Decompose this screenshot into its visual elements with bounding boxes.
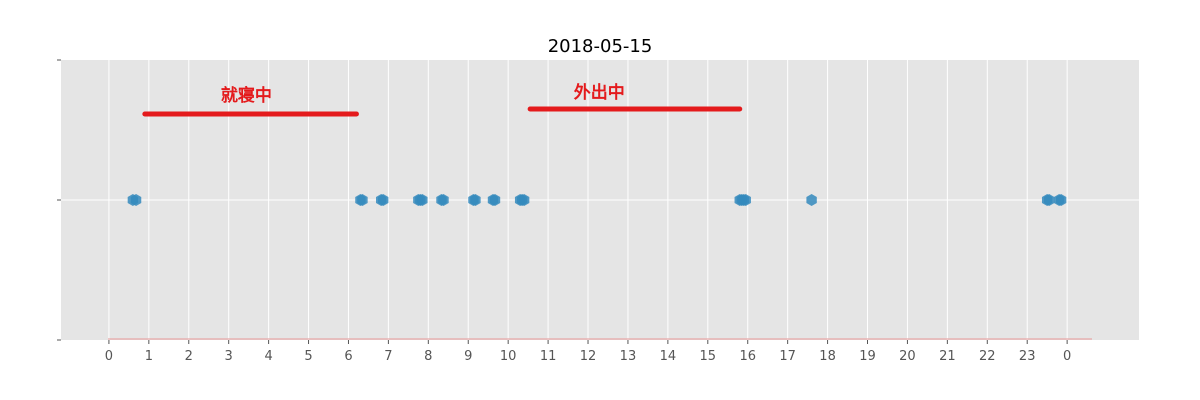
x-tick-label-8: 8: [424, 349, 432, 364]
x-tick-label-2: 2: [185, 349, 193, 364]
x-tick-label-1: 1: [145, 349, 153, 364]
data-point-26: [1055, 194, 1067, 206]
x-tick-label-13: 13: [620, 349, 637, 364]
x-tick-label-0: 0: [105, 349, 113, 364]
x-tick-label-24: 0: [1063, 349, 1071, 364]
x-tick-label-18: 18: [819, 349, 836, 364]
x-tick-label-9: 9: [464, 349, 472, 364]
x-tick-label-3: 3: [225, 349, 233, 364]
x-tick-label-21: 21: [939, 349, 956, 364]
data-point-8: [417, 194, 428, 206]
annotation-label-outside: 外出中: [574, 82, 625, 103]
x-tick-label-19: 19: [859, 349, 876, 364]
x-tick-label-11: 11: [540, 349, 557, 364]
data-point-24: [1043, 194, 1055, 206]
x-tick-label-22: 22: [979, 349, 996, 364]
data-point-12: [470, 194, 481, 206]
data-point-1: [130, 194, 142, 206]
data-point-14: [489, 194, 501, 206]
data-points: [127, 194, 1067, 206]
x-tick-label-20: 20: [899, 349, 916, 364]
x-tick-label-6: 6: [344, 349, 352, 364]
x-tick-label-17: 17: [779, 349, 796, 364]
x-tick-label-4: 4: [264, 349, 272, 364]
annotations: 就寝中 外出中: [142, 82, 743, 117]
y-axis-ticks: [57, 59, 61, 341]
x-tick-label-7: 7: [384, 349, 392, 364]
x-tick-label-12: 12: [580, 349, 597, 364]
data-point-17: [518, 194, 530, 206]
annotation-label-sleeping: 就寝中: [221, 85, 272, 106]
data-point-5: [378, 194, 389, 206]
data-point-10: [438, 194, 449, 206]
x-axis-ticks: 0 1 2 3 4 5 6 7 8 9 10 11 12 13 14 15 16 17 18 19 20 21 22 23 0: [105, 340, 1071, 364]
data-point-21: [740, 194, 751, 206]
x-tick-label-15: 15: [700, 349, 717, 364]
x-tick-label-10: 10: [500, 349, 517, 364]
data-point-22: [806, 194, 817, 206]
x-tick-label-16: 16: [739, 349, 756, 364]
x-tick-label-14: 14: [660, 349, 677, 364]
data-point-3: [357, 194, 368, 206]
chart-title: 2018-05-15: [548, 36, 653, 57]
x-tick-label-5: 5: [304, 349, 312, 364]
x-tick-label-23: 23: [1019, 349, 1036, 364]
